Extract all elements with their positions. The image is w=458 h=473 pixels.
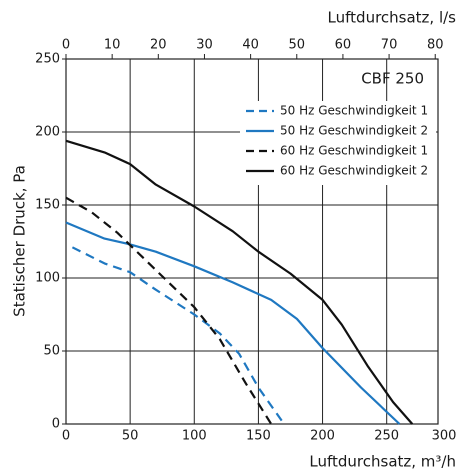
series-line bbox=[71, 246, 285, 425]
x2-tick-label: 30 bbox=[196, 38, 213, 53]
x2-tick-label: 20 bbox=[150, 38, 167, 53]
series-line bbox=[65, 196, 273, 425]
y-tick-label: 250 bbox=[35, 52, 60, 67]
legend-label: 50 Hz Geschwindigkeit 2 bbox=[280, 124, 428, 138]
series-line bbox=[65, 221, 401, 425]
x2-tick-label: 70 bbox=[381, 38, 398, 53]
x-tick-label: 0 bbox=[62, 429, 70, 444]
legend-label: 60 Hz Geschwindigkeit 1 bbox=[280, 144, 428, 158]
x2-tick-label: 10 bbox=[104, 38, 121, 53]
y-tick-label: 200 bbox=[35, 125, 60, 140]
x2-tick-label: 0 bbox=[62, 38, 70, 53]
x-tick-label: 200 bbox=[310, 429, 335, 444]
x2-axis-label: Luftdurchsatz, l/s bbox=[328, 9, 457, 27]
x2-tick-label: 80 bbox=[427, 38, 444, 53]
x-tick-label: 300 bbox=[432, 429, 457, 444]
plot-frame bbox=[65, 58, 439, 425]
x-axis-label: Luftdurchsatz, m³/h bbox=[309, 453, 456, 471]
legend-label: 50 Hz Geschwindigkeit 1 bbox=[280, 104, 428, 118]
x-tick-label: 100 bbox=[182, 429, 207, 444]
series-line bbox=[65, 139, 414, 425]
y-tick-label: 150 bbox=[35, 198, 60, 213]
x-tick-label: 250 bbox=[374, 429, 399, 444]
x-tick-label: 50 bbox=[122, 429, 139, 444]
x2-tick-label: 50 bbox=[288, 38, 305, 53]
y-tick-label: 100 bbox=[35, 271, 60, 286]
x2-tick-label: 40 bbox=[242, 38, 259, 53]
annotation: CBF 250 bbox=[361, 70, 424, 88]
x2-tick-label: 60 bbox=[335, 38, 352, 53]
y-axis-label: Statischer Druck, Pa bbox=[11, 165, 29, 317]
x-tick-label: 150 bbox=[246, 429, 271, 444]
y-tick-label: 50 bbox=[43, 344, 60, 359]
legend-label: 60 Hz Geschwindigkeit 2 bbox=[280, 164, 428, 178]
y-tick-label: 0 bbox=[52, 417, 60, 432]
